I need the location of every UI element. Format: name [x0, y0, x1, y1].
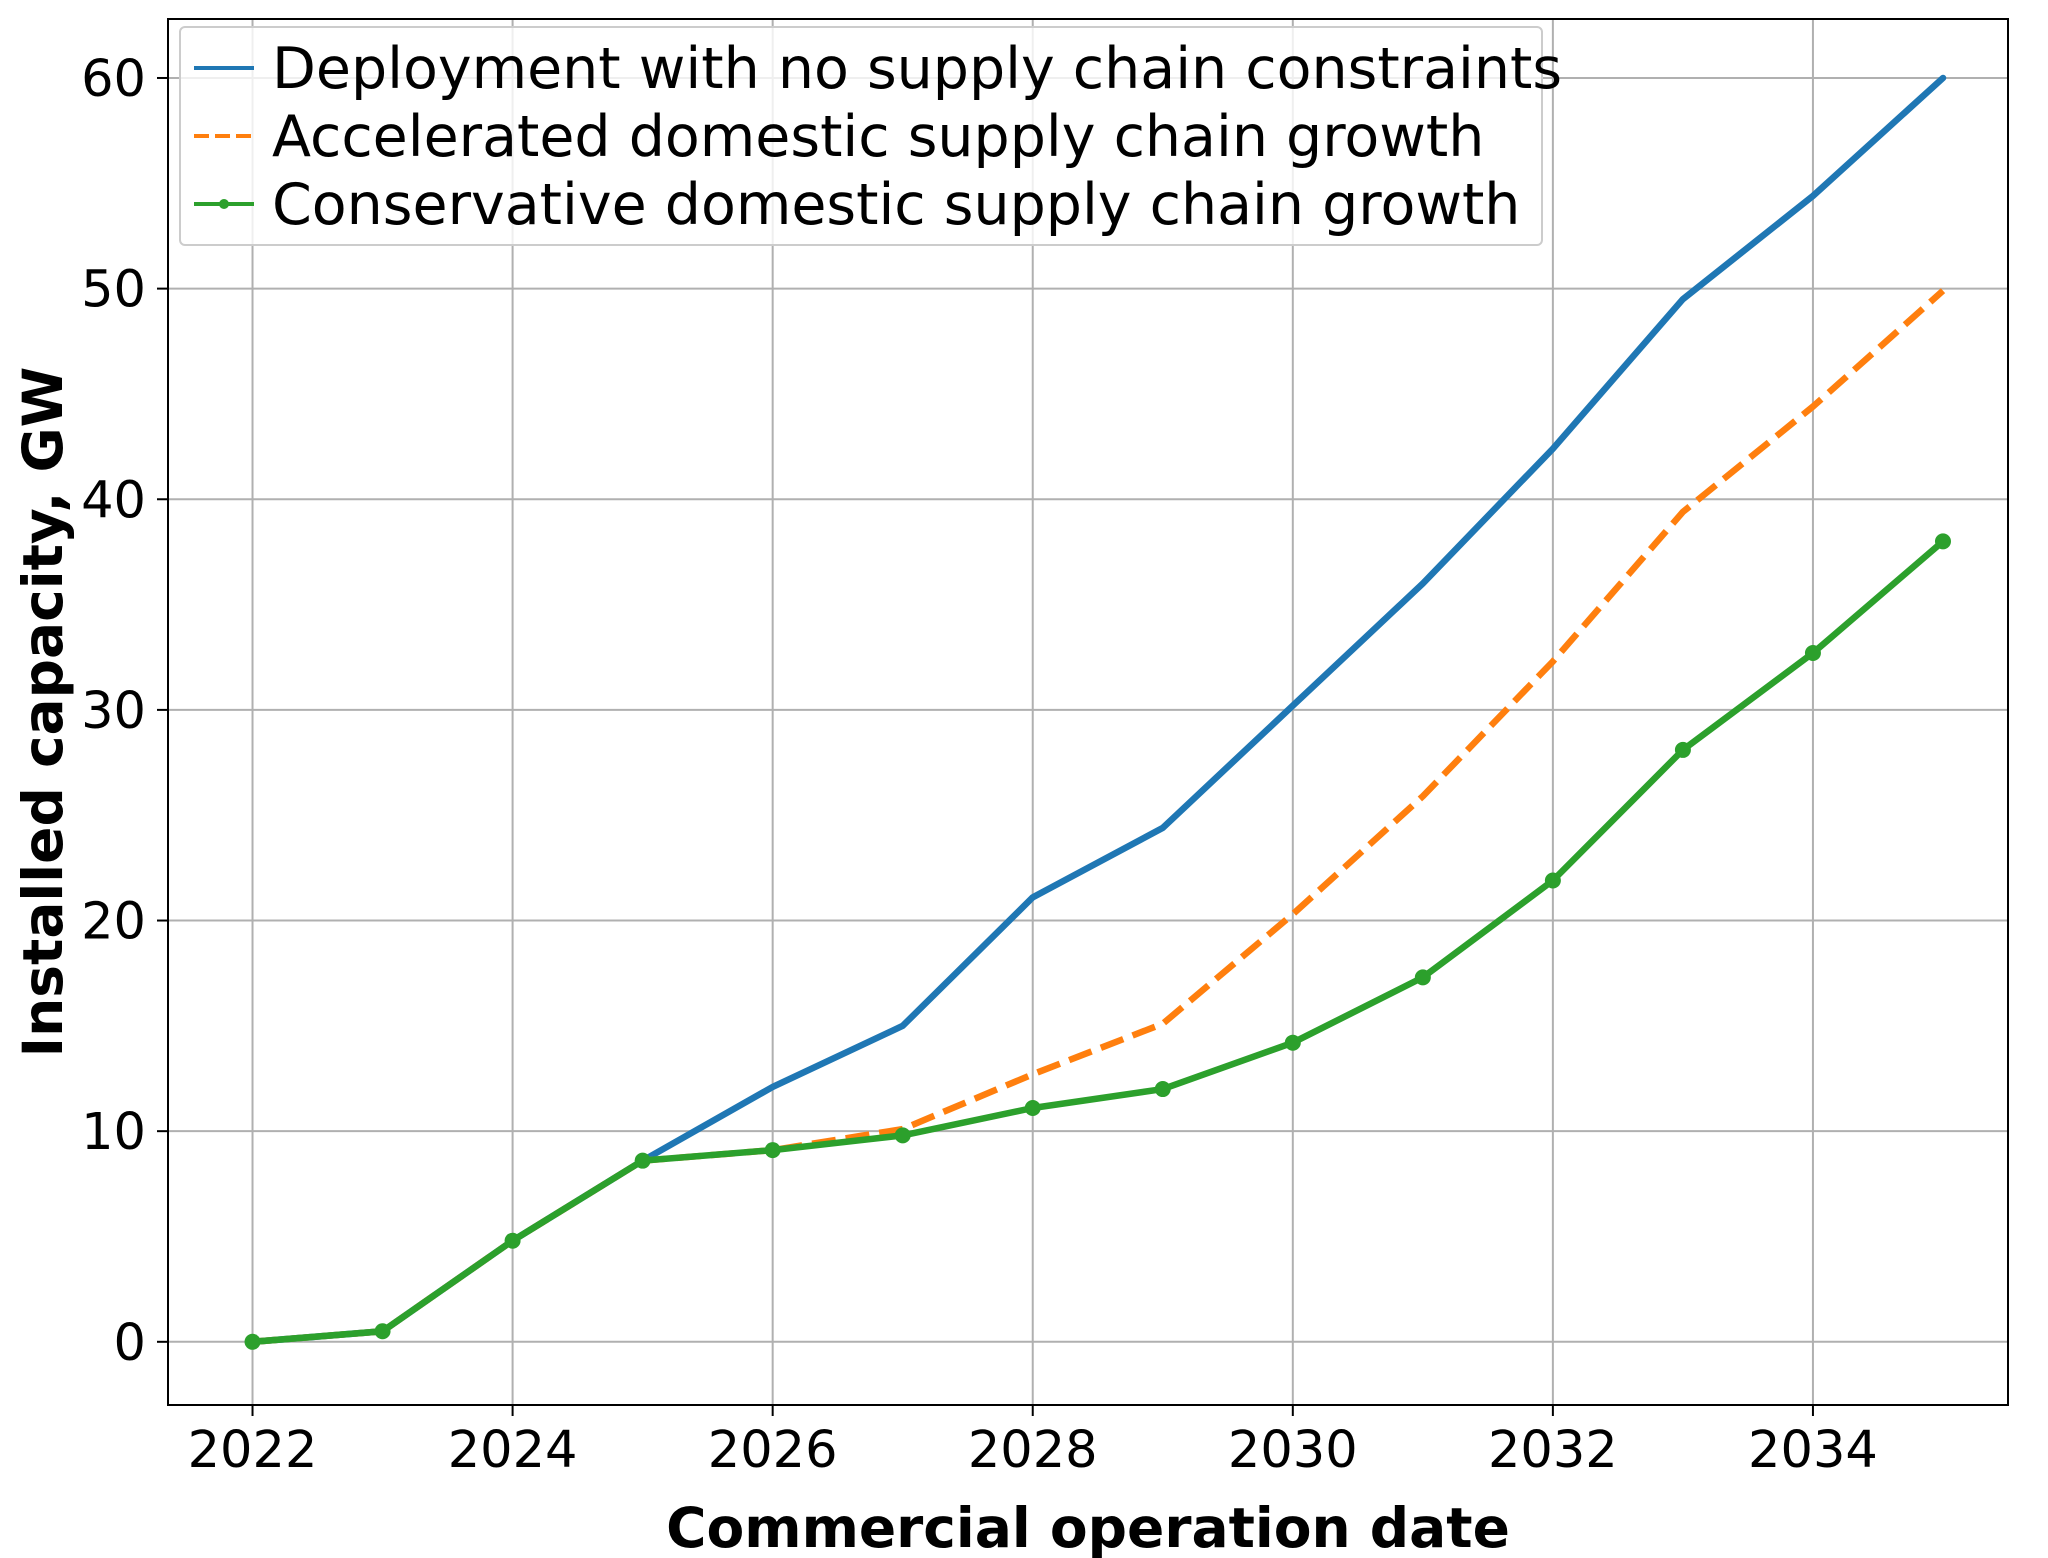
- series-3-point: [1804, 645, 1821, 662]
- legend: Deployment with no supply chain constrai…: [179, 26, 1562, 246]
- y-tick-label: 10: [81, 1103, 146, 1162]
- series-3-point: [1934, 533, 1951, 550]
- series-3-point: [1284, 1034, 1301, 1051]
- y-tick-label: 60: [81, 50, 146, 109]
- legend-label: Conservative domestic supply chain growt…: [272, 172, 1520, 238]
- series-3-point: [1154, 1081, 1171, 1098]
- legend-box: [179, 26, 1543, 246]
- y-tick-label: 20: [81, 893, 146, 952]
- series-3-point: [894, 1127, 911, 1144]
- y-axis-title: Installed capacity, GW: [11, 367, 75, 1058]
- legend-item-2: Accelerated domestic supply chain growth: [194, 104, 1484, 170]
- series-3-point: [504, 1232, 521, 1249]
- x-tick-label: 2022: [188, 1421, 318, 1480]
- series-3-point: [374, 1323, 391, 1340]
- series-3-point: [1024, 1100, 1041, 1116]
- series-3-point: [634, 1152, 651, 1169]
- legend-label: Deployment with no supply chain constrai…: [272, 36, 1562, 102]
- plot-frame: [167, 18, 2009, 1406]
- series-3-point: [764, 1142, 781, 1159]
- y-tick-label: 50: [81, 261, 146, 320]
- x-tick-label: 2030: [1228, 1421, 1358, 1480]
- x-tick-label: 2034: [1748, 1421, 1878, 1480]
- y-tick-label: 30: [81, 682, 146, 741]
- y-tick-label: 40: [81, 471, 146, 530]
- x-axis-title: Commercial operation date: [666, 1496, 1510, 1558]
- grid: [168, 19, 2008, 1405]
- series-3-point: [1674, 741, 1691, 758]
- legend-item-1: Deployment with no supply chain constrai…: [194, 36, 1562, 102]
- series-lines: [244, 74, 1951, 1350]
- x-tick-label: 2028: [968, 1421, 1098, 1480]
- legend-marker: [219, 199, 229, 209]
- x-tick-label: 2024: [448, 1421, 578, 1480]
- x-tick-label: 2026: [708, 1421, 838, 1480]
- y-tick-label: 0: [114, 1314, 146, 1373]
- legend-item-3: Conservative domestic supply chain growt…: [194, 172, 1520, 238]
- series-3-point: [1544, 872, 1561, 889]
- series-3-point: [244, 1333, 261, 1350]
- legend-label: Accelerated domestic supply chain growth: [272, 104, 1484, 170]
- x-tick-label: 2032: [1488, 1421, 1618, 1480]
- legend-items: Deployment with no supply chain constrai…: [194, 36, 1562, 238]
- series-3-point: [1414, 969, 1431, 986]
- series-line-3: [249, 538, 1947, 1346]
